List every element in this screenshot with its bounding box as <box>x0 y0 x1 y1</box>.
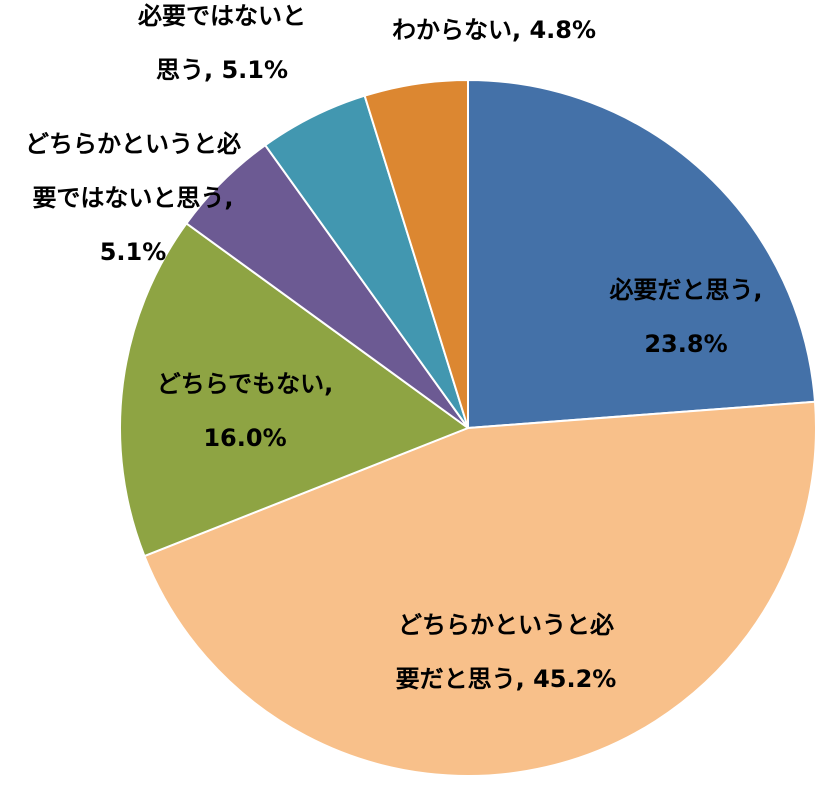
slice-label-line: 要ではないと思う, <box>32 184 233 212</box>
slice-label-1: どちらかというと必要だと思う, 45.2% <box>396 611 617 693</box>
pie-labels: 必要だと思う, 23.8%どちらかというと必要だと思う, 45.2%どちらでもない… <box>25 2 763 693</box>
slice-label-line: 16.0% <box>203 424 286 452</box>
pie-slice-2 <box>119 222 471 558</box>
slice-label-0: 必要だと思う, 23.8% <box>609 276 762 358</box>
slice-label-line: 23.8% <box>644 330 727 358</box>
slice-label-line: どちらかというと必 <box>25 130 241 158</box>
slice-label-line: どちらかというと必 <box>398 611 614 639</box>
pie-slice-0 <box>467 78 817 430</box>
slice-label-2: どちらでもない, 16.0% <box>157 370 333 452</box>
pie-slice-5 <box>363 78 469 429</box>
slice-label-line: 必要ではないと <box>138 2 306 30</box>
slice-label-line: 要だと思う, 45.2% <box>396 665 617 693</box>
slice-label-3: どちらかというと必要ではないと思う, 5.1% <box>25 130 241 266</box>
slice-label-line: 思う, 5.1% <box>156 56 288 84</box>
slice-label-line: どちらでもない, <box>157 370 333 398</box>
slice-label-5: わからない, 4.8% <box>392 16 596 44</box>
pie-slice-1 <box>143 400 817 777</box>
slice-label-line: わからない, 4.8% <box>392 16 596 44</box>
slice-label-line: 5.1% <box>100 238 167 266</box>
slice-label-4: 必要ではないと思う, 5.1% <box>138 2 306 84</box>
slice-label-line: 必要だと思う, <box>609 276 762 304</box>
pie-slices <box>119 78 817 777</box>
